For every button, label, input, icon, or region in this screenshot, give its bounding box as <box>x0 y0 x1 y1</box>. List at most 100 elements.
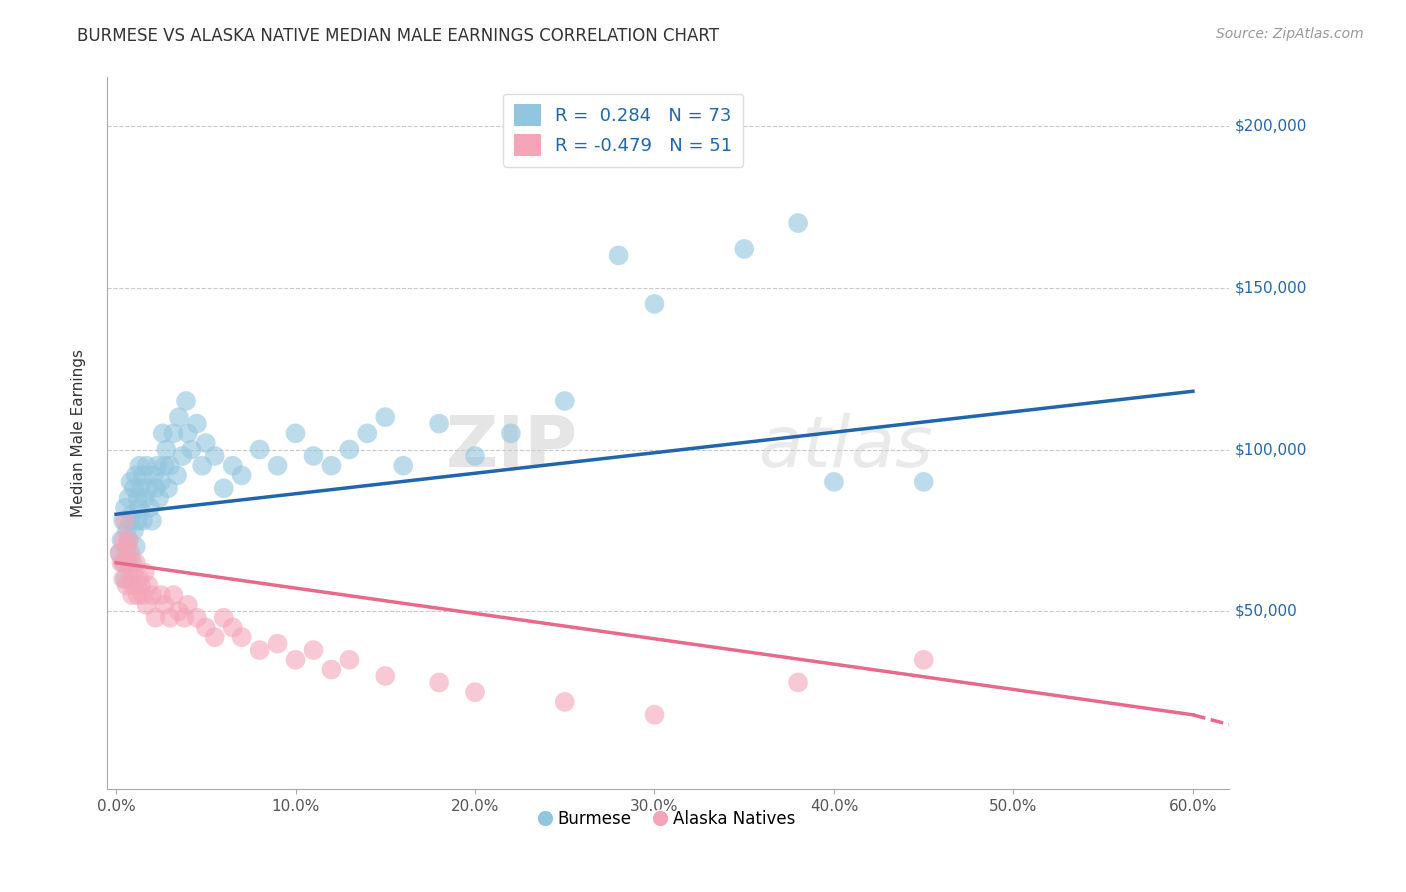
Point <box>138 481 160 495</box>
Point <box>204 449 226 463</box>
Text: BURMESE VS ALASKA NATIVE MEDIAN MALE EARNINGS CORRELATION CHART: BURMESE VS ALASKA NATIVE MEDIAN MALE EAR… <box>77 27 720 45</box>
Point <box>167 604 190 618</box>
Point <box>108 546 131 560</box>
Point <box>114 514 136 528</box>
Point <box>823 475 845 489</box>
Point <box>141 514 163 528</box>
Point <box>912 653 935 667</box>
Point <box>191 458 214 473</box>
Point <box>120 514 142 528</box>
Point <box>643 707 665 722</box>
Point <box>112 572 135 586</box>
Point <box>464 685 486 699</box>
Point <box>284 426 307 441</box>
Text: $200,000: $200,000 <box>1234 119 1306 134</box>
Point <box>392 458 415 473</box>
Point <box>115 524 138 538</box>
Point <box>162 588 184 602</box>
Point <box>149 475 172 489</box>
Point <box>114 500 136 515</box>
Point <box>115 578 138 592</box>
Point <box>166 468 188 483</box>
Point <box>356 426 378 441</box>
Point <box>173 611 195 625</box>
Point <box>231 468 253 483</box>
Point <box>122 578 145 592</box>
Point <box>180 442 202 457</box>
Point <box>117 556 139 570</box>
Point <box>120 475 142 489</box>
Point <box>204 630 226 644</box>
Point <box>108 546 131 560</box>
Point <box>212 481 235 495</box>
Point <box>266 458 288 473</box>
Point <box>153 598 176 612</box>
Point <box>174 394 197 409</box>
Point <box>117 491 139 505</box>
Point <box>125 540 148 554</box>
Point <box>127 514 149 528</box>
Point <box>249 442 271 457</box>
Point <box>134 566 156 580</box>
Text: $50,000: $50,000 <box>1234 604 1298 619</box>
Point <box>122 566 145 580</box>
Point <box>186 611 208 625</box>
Point <box>110 533 132 547</box>
Point <box>464 449 486 463</box>
Point <box>122 524 145 538</box>
Point <box>117 533 139 547</box>
Point <box>643 297 665 311</box>
Point <box>787 216 810 230</box>
Point <box>162 426 184 441</box>
Point <box>177 426 200 441</box>
Point <box>337 653 360 667</box>
Point <box>302 643 325 657</box>
Point <box>145 611 167 625</box>
Point <box>110 556 132 570</box>
Point <box>149 588 172 602</box>
Point <box>155 442 177 457</box>
Point <box>146 458 169 473</box>
Text: $150,000: $150,000 <box>1234 280 1306 295</box>
Point <box>427 675 450 690</box>
Point <box>912 475 935 489</box>
Point <box>121 556 143 570</box>
Point <box>145 481 167 495</box>
Point <box>427 417 450 431</box>
Point <box>125 556 148 570</box>
Point <box>186 417 208 431</box>
Point <box>121 507 143 521</box>
Point <box>127 491 149 505</box>
Text: atlas: atlas <box>758 413 932 482</box>
Point <box>152 426 174 441</box>
Point <box>127 588 149 602</box>
Point <box>222 620 245 634</box>
Point <box>374 669 396 683</box>
Point <box>374 410 396 425</box>
Point <box>159 458 181 473</box>
Point <box>129 481 152 495</box>
Point <box>212 611 235 625</box>
Point <box>135 458 157 473</box>
Point <box>321 458 343 473</box>
Point <box>607 248 630 262</box>
Point <box>121 588 143 602</box>
Point <box>554 695 576 709</box>
Point <box>172 449 194 463</box>
Point <box>122 481 145 495</box>
Point <box>194 620 217 634</box>
Point <box>135 598 157 612</box>
Point <box>157 481 180 495</box>
Point <box>249 643 271 657</box>
Point <box>284 653 307 667</box>
Point <box>733 242 755 256</box>
Point <box>114 572 136 586</box>
Point <box>159 611 181 625</box>
Point <box>120 572 142 586</box>
Point <box>266 637 288 651</box>
Point <box>128 572 150 586</box>
Point <box>132 588 155 602</box>
Point <box>112 533 135 547</box>
Point <box>302 449 325 463</box>
Point <box>153 458 176 473</box>
